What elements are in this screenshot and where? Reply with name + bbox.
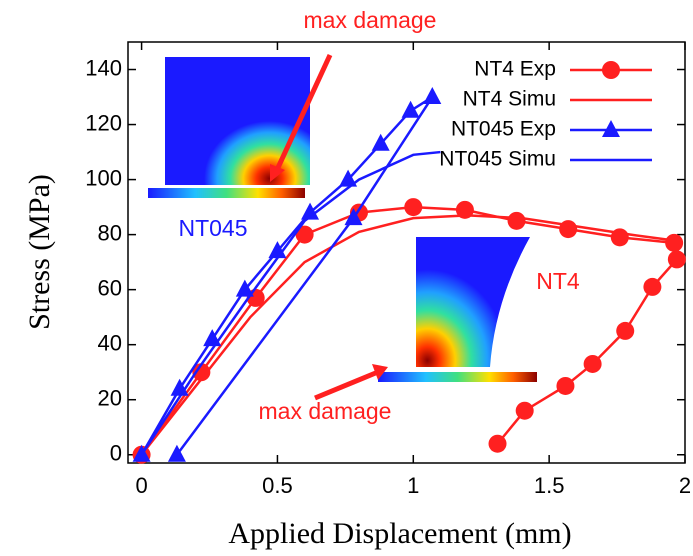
point — [344, 208, 363, 226]
legend-marker — [602, 61, 620, 79]
arrow — [314, 369, 379, 401]
legend-label: NT4 Exp — [474, 58, 556, 81]
point — [192, 363, 211, 382]
y-tick-label: 20 — [98, 386, 122, 411]
point — [665, 233, 684, 252]
plot-frame — [127, 41, 686, 464]
arrow — [273, 53, 333, 174]
point — [556, 376, 575, 395]
legend-label: NT045 Simu — [439, 148, 556, 171]
x-tick-label: 1.5 — [534, 473, 565, 498]
point — [667, 250, 686, 269]
annotation: NT045 — [178, 215, 247, 241]
point — [401, 100, 420, 118]
point — [643, 277, 662, 296]
annotation: max damage — [304, 7, 437, 33]
point — [167, 444, 186, 462]
legend-label: NT4 Simu — [463, 88, 556, 111]
y-axis-label: Stress (MPa) — [23, 174, 56, 330]
point — [559, 220, 578, 239]
inset-contour — [416, 237, 530, 367]
x-tick-label: 1 — [407, 473, 419, 498]
y-tick-label: 120 — [85, 110, 122, 135]
inset-colorbar — [148, 188, 305, 198]
inset-contour — [165, 57, 310, 185]
annotation: NT4 — [536, 268, 580, 294]
legend-marker — [602, 120, 620, 137]
point — [371, 133, 390, 151]
point — [301, 202, 320, 220]
y-tick-label: 0 — [110, 441, 122, 466]
y-tick-label: 40 — [98, 330, 122, 355]
legend-label: NT045 Exp — [451, 118, 556, 141]
arrow-head — [372, 364, 388, 380]
point — [235, 279, 254, 297]
series-line — [140, 214, 672, 456]
x-axis-label: Applied Displacement (mm) — [228, 517, 571, 550]
point — [423, 87, 442, 105]
point — [616, 321, 635, 340]
x-tick-label: 0.5 — [262, 473, 293, 498]
point — [404, 198, 423, 217]
x-tick-label: 0 — [135, 473, 147, 498]
series-line — [140, 150, 441, 456]
point — [295, 225, 314, 244]
point — [507, 211, 526, 230]
annotation: max damage — [259, 398, 392, 424]
point — [515, 401, 534, 420]
point — [339, 169, 358, 187]
point — [583, 354, 602, 373]
y-tick-label: 80 — [98, 220, 122, 245]
y-tick-label: 140 — [85, 55, 122, 80]
point — [488, 434, 507, 453]
inset-colorbar — [378, 372, 537, 382]
y-tick-label: 60 — [98, 275, 122, 300]
series-line — [140, 205, 679, 456]
x-tick-label: 2 — [679, 473, 691, 498]
arrow-head — [270, 164, 285, 182]
y-tick-label: 100 — [85, 165, 122, 190]
